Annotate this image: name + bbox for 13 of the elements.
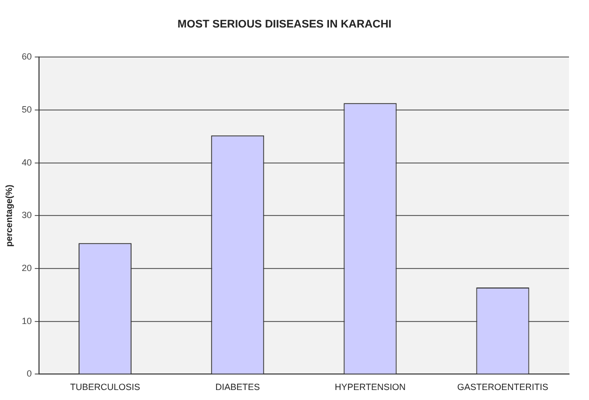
y-tick-label: 0 <box>26 368 32 379</box>
y-tick-label: 60 <box>22 52 32 62</box>
y-tick-label: 10 <box>22 316 32 326</box>
y-tick-label: 30 <box>22 210 32 220</box>
y-tick-label: 20 <box>22 263 32 274</box>
y-axis-title: percentage(%) <box>4 184 14 247</box>
y-tick-label: 40 <box>22 157 32 168</box>
x-tick-label: DIABETES <box>215 382 260 392</box>
x-tick-label: HYPERTENSION <box>334 382 406 392</box>
y-tick-label: 50 <box>22 104 32 115</box>
x-tick-label: TUBERCULOSIS <box>70 382 140 392</box>
chart-title: MOST SERIOUS DIISEASES IN KARACHI <box>178 18 392 31</box>
x-tick-label: GASTEROENTERITIS <box>457 382 548 392</box>
